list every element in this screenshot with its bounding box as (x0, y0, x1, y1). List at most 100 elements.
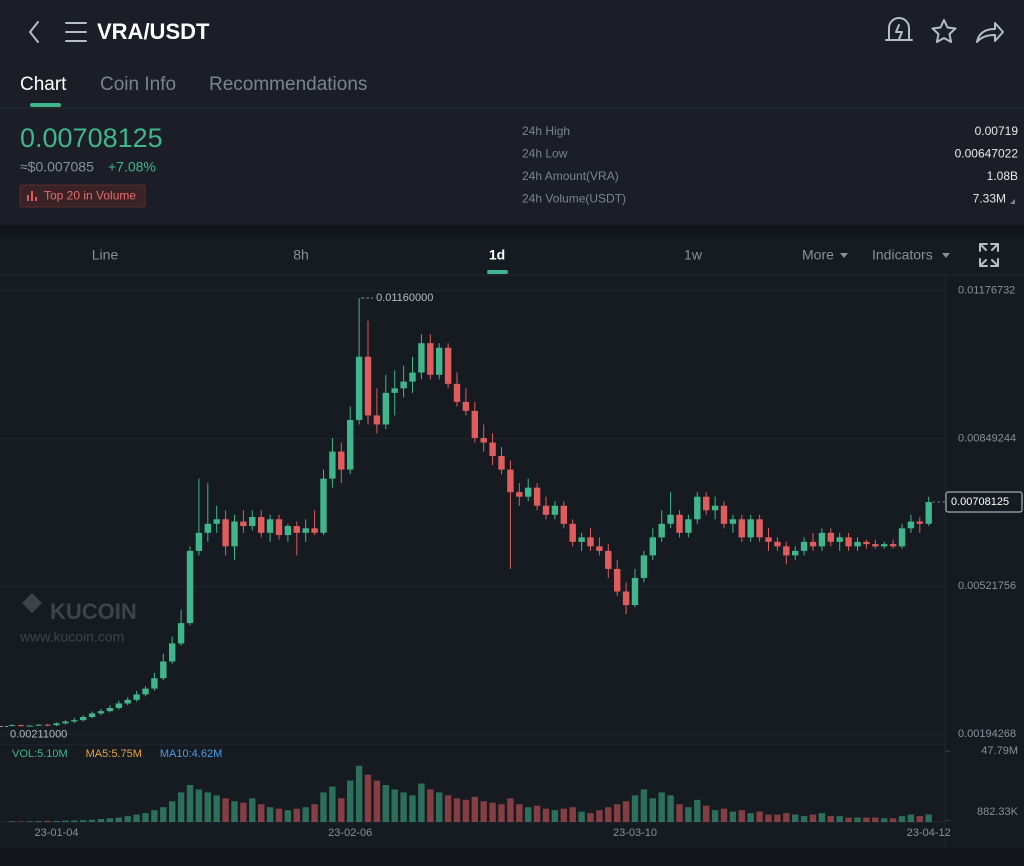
indicators-caret (942, 253, 950, 258)
candle-body (827, 532, 834, 542)
volume-bar (533, 805, 541, 822)
candle-body (872, 544, 879, 547)
back-button[interactable] (29, 21, 39, 43)
volume-bar (578, 811, 585, 822)
menu-button[interactable] (65, 22, 87, 42)
candle-body (747, 519, 754, 538)
tab-indicator (30, 103, 61, 107)
volume-bar (231, 801, 238, 822)
watermark-brand: KUCOIN (50, 599, 137, 624)
candle-body (685, 519, 692, 533)
volume-bar (889, 818, 897, 822)
candle-body (26, 725, 33, 727)
candle-body (533, 487, 541, 506)
badge-text: Top 20 in Volume (44, 189, 136, 203)
candle-body (258, 517, 265, 533)
tab-active[interactable]: Chart (20, 74, 67, 95)
fullscreen-button[interactable] (979, 243, 999, 267)
candle-body (703, 496, 710, 511)
volume-bar (302, 807, 309, 822)
candle-body (783, 546, 790, 556)
candle-body (560, 505, 567, 524)
candle-body (329, 451, 336, 479)
candle-body (275, 519, 283, 536)
volume-bar (444, 795, 452, 822)
stat-value: 0.00719 (975, 124, 1019, 138)
tab[interactable]: Recommendations (209, 74, 367, 95)
volume-bar (774, 814, 781, 822)
volume-bar (338, 798, 345, 822)
volume-bar (71, 820, 78, 822)
volume-legend: MA10:4.62M (160, 748, 222, 760)
volume-bar (614, 804, 621, 822)
candle-body (809, 541, 817, 547)
candle-body (355, 356, 363, 420)
volume-bar (418, 783, 425, 822)
candle-body (863, 541, 870, 545)
indicators-menu[interactable]: Indicators (872, 247, 933, 263)
volume-bar (97, 819, 105, 822)
candle-body (311, 528, 318, 533)
y-tick-label: 0.01176732 (958, 284, 1015, 296)
volume-bar (631, 795, 639, 822)
volume-bar (17, 821, 25, 822)
volume-legend: MA5:5.75M (86, 748, 142, 760)
badge-icon (27, 191, 37, 201)
candle-body (711, 505, 719, 511)
volume-bar (471, 796, 478, 822)
alert-button[interactable] (885, 17, 913, 41)
candle-body (596, 546, 603, 551)
candle-body (756, 519, 763, 538)
volume-bar (80, 820, 87, 822)
volume-bar (160, 807, 167, 822)
candle-body (658, 523, 665, 538)
last-price-label: 0.00708125 (951, 496, 1009, 508)
volume-legend: VOL:5.10M (12, 748, 68, 760)
volume-bar (115, 817, 122, 822)
y-tick-label: 0.00521756 (958, 580, 1016, 592)
volume-bar (400, 792, 407, 822)
volume-bar (204, 792, 211, 822)
timeframe[interactable]: 1w (684, 247, 703, 263)
candle-body (640, 555, 648, 578)
more-menu[interactable]: More (802, 247, 834, 263)
volume-bar (382, 785, 389, 822)
candle-body (17, 725, 25, 727)
volume-bar (854, 817, 861, 822)
timeframe[interactable]: Line (92, 247, 119, 263)
volume-bar (525, 807, 532, 822)
volume-bar (462, 799, 470, 822)
favorite-button[interactable] (931, 19, 957, 43)
candle-body (142, 688, 149, 695)
share-button[interactable] (976, 22, 1004, 43)
candle-body (391, 388, 398, 393)
volume-bar (355, 765, 363, 822)
stat-label: 24h High (522, 124, 570, 138)
volume-badge (19, 184, 146, 208)
candle-body (898, 528, 906, 547)
candle-body (409, 372, 416, 382)
volume-bar (258, 804, 265, 822)
top-panel (0, 0, 1024, 225)
candle-body (62, 721, 69, 724)
volume-bar (720, 808, 728, 822)
volume-bar (800, 816, 808, 822)
stat-value: 0.00647022 (955, 147, 1019, 161)
stat-label: 24h Amount(VRA) (522, 169, 619, 183)
candle-body (88, 713, 96, 718)
candle-body (418, 343, 425, 373)
candle-body (427, 343, 434, 375)
timeframe[interactable]: 8h (293, 247, 309, 263)
volume-bar (329, 786, 336, 822)
candle-body (551, 505, 559, 515)
candle-body (106, 707, 114, 712)
candle-body (720, 505, 728, 524)
max-label: 0.01160000 (376, 292, 433, 304)
volume-bar (925, 814, 932, 822)
candle-body (800, 541, 808, 551)
volume-bar (792, 814, 799, 822)
volume-bar (142, 813, 149, 822)
tab[interactable]: Coin Info (100, 74, 176, 95)
timeframe-active[interactable]: 1d (489, 247, 505, 263)
volume-bar (685, 807, 692, 822)
